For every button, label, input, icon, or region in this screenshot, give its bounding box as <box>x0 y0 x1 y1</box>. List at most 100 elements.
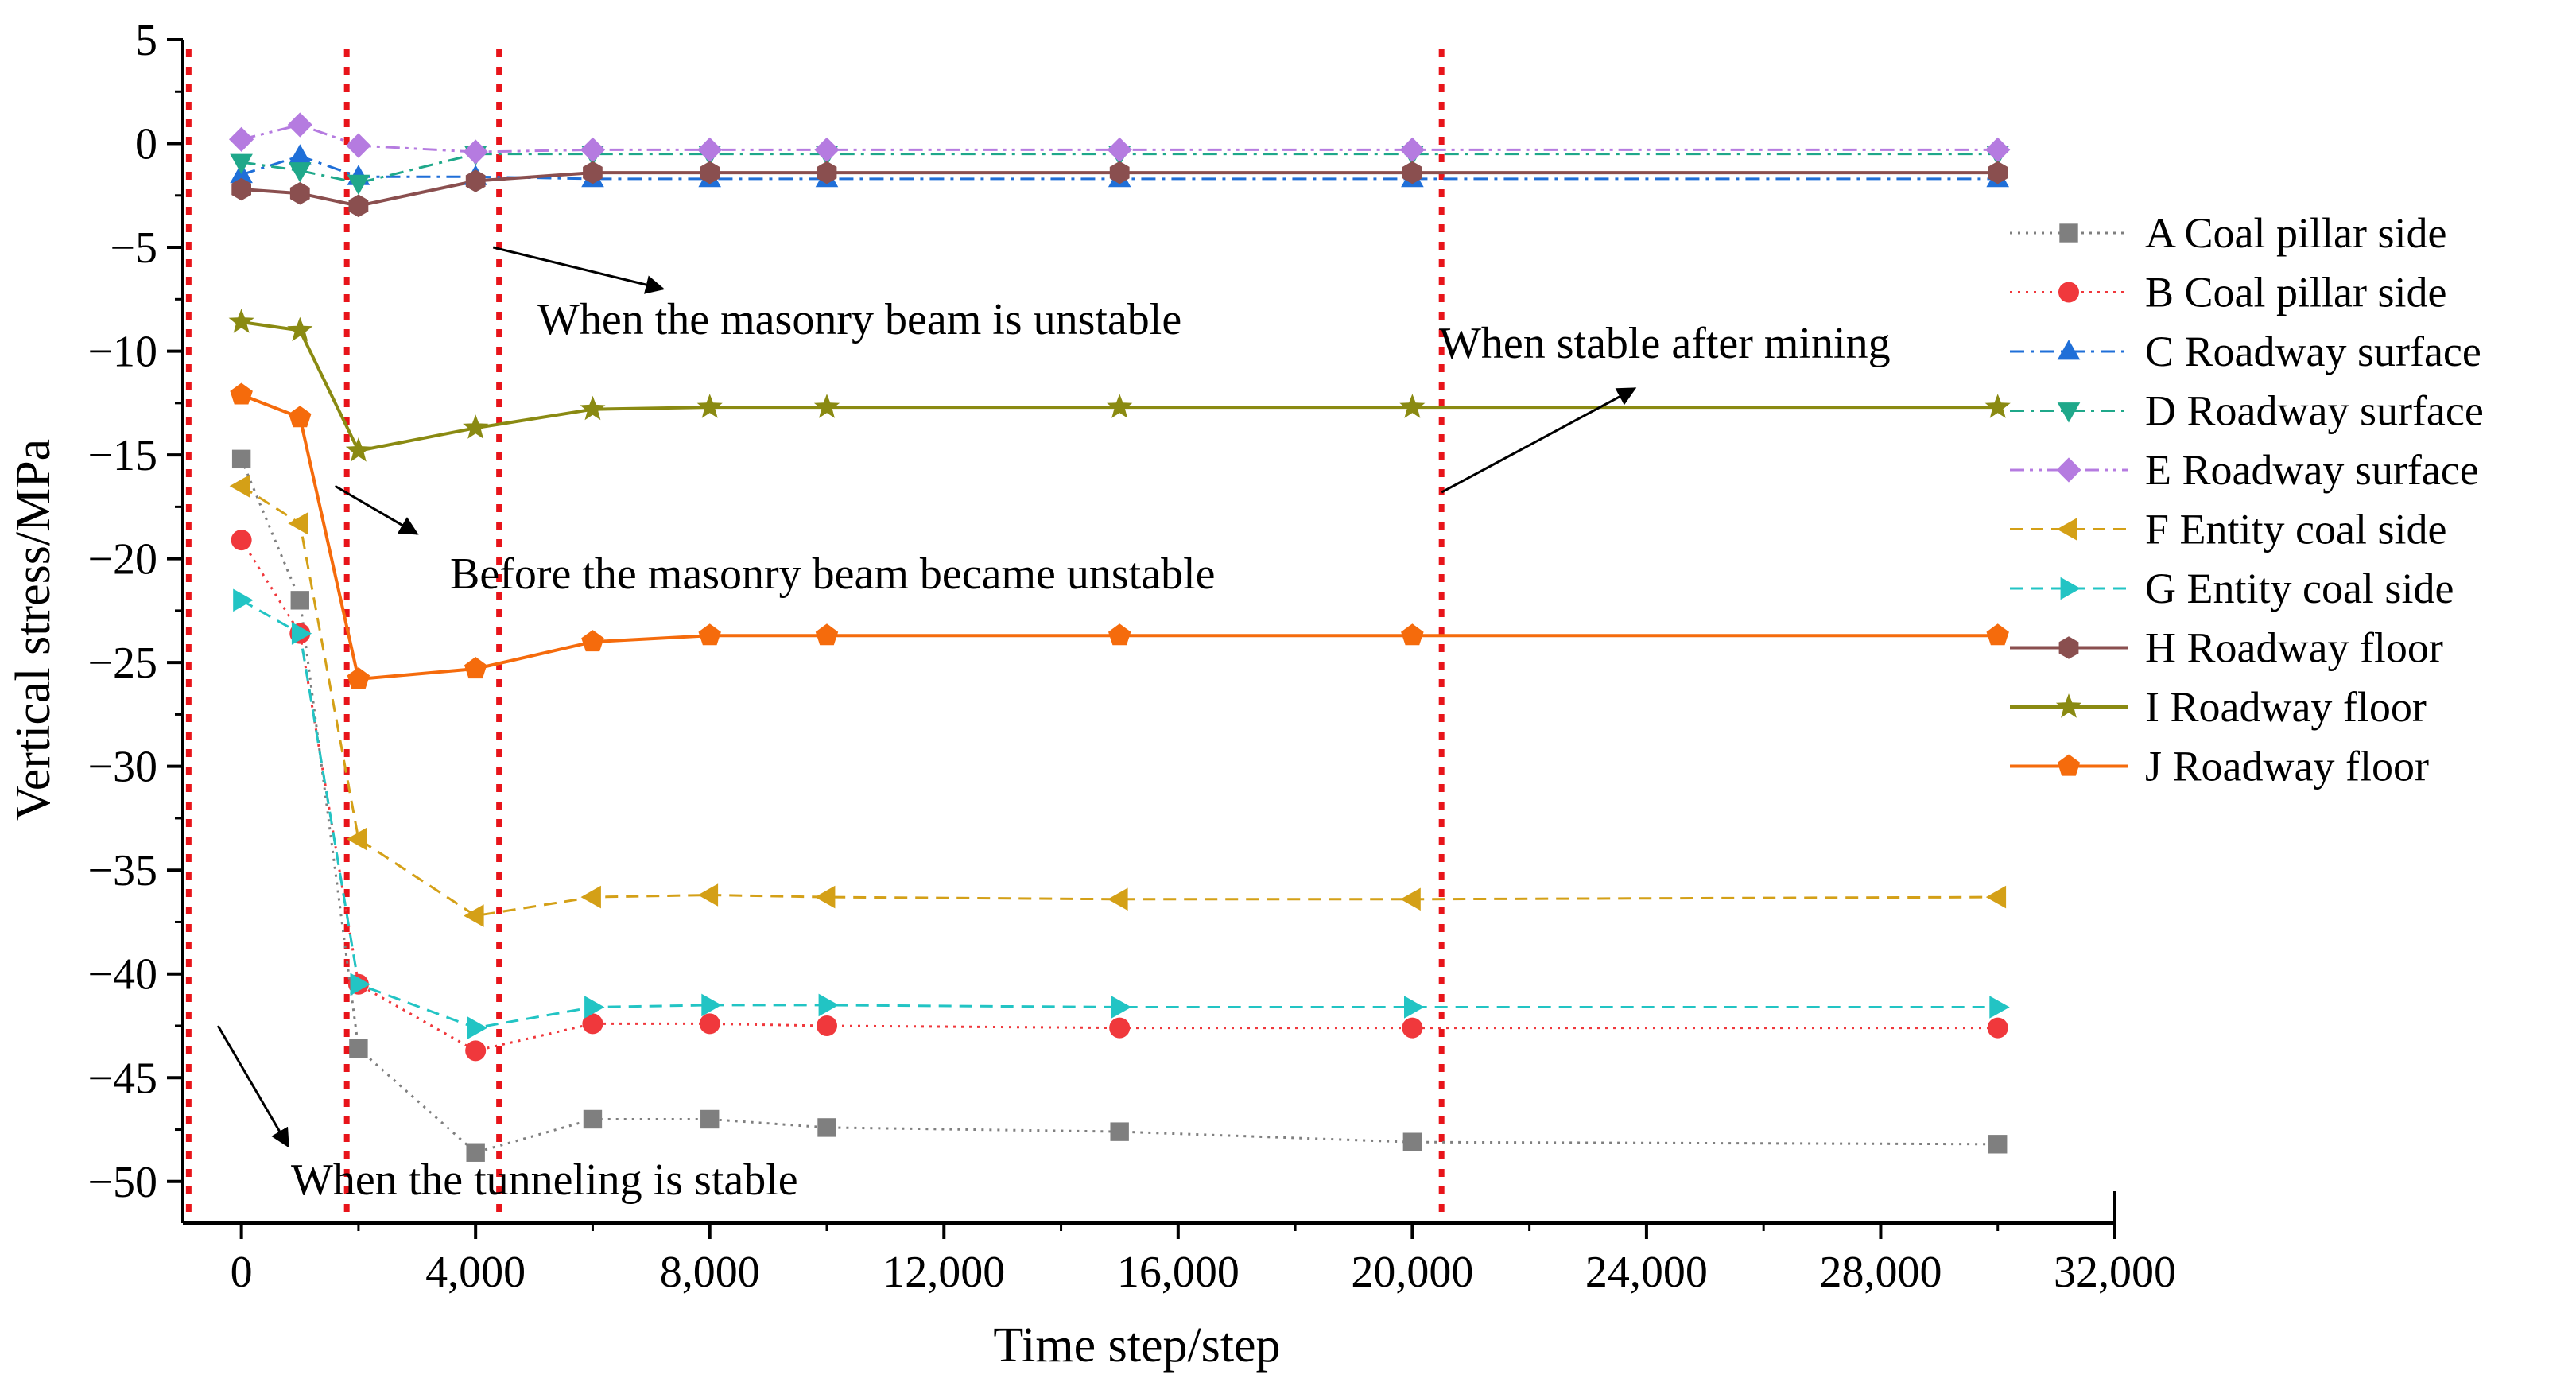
data-point-c-roadway-surface <box>289 144 312 165</box>
data-point-a-coal-pillar-side <box>1402 1132 1422 1151</box>
data-point-g-entity-coal-side <box>350 973 370 996</box>
annotation-before-the-masonry-beam-became-unstable: Before the masonry beam became unstable <box>450 549 1216 599</box>
data-point-b-coal-pillar-side <box>699 1013 720 1035</box>
data-point-g-entity-coal-side <box>1111 996 1132 1019</box>
legend-label-c-roadway-surface: C Roadway surface <box>2145 328 2481 375</box>
data-point-g-entity-coal-side <box>233 588 254 612</box>
data-point-e-roadway-surface <box>1107 137 1132 162</box>
series-line-g-entity-coal-side <box>240 599 1998 1030</box>
data-point-i-roadway-floor <box>1984 394 2011 418</box>
legend-marker-g-entity-coal-side <box>2060 577 2081 600</box>
data-point-b-coal-pillar-side <box>231 530 252 551</box>
data-point-i-roadway-floor <box>1107 394 1133 418</box>
data-point-a-coal-pillar-side <box>700 1109 720 1129</box>
y-tick-label: −10 <box>87 328 157 377</box>
data-point-b-coal-pillar-side <box>582 1013 603 1035</box>
data-point-a-coal-pillar-side <box>583 1109 603 1129</box>
legend-marker-f-entity-coal-side <box>2057 518 2077 541</box>
data-point-f-entity-coal-side <box>580 885 601 909</box>
data-point-a-coal-pillar-side <box>817 1118 836 1137</box>
series-markers <box>228 112 2011 1162</box>
y-tick-label: −40 <box>87 950 157 1000</box>
legend-label-a-coal-pillar-side: A Coal pillar side <box>2145 209 2446 257</box>
data-point-f-entity-coal-side <box>288 512 308 535</box>
data-point-e-roadway-surface <box>697 137 723 162</box>
y-tick-label: 0 <box>135 120 157 169</box>
data-point-d-roadway-surface <box>230 153 253 174</box>
y-tick-label: −25 <box>87 639 157 688</box>
data-point-e-roadway-surface <box>1399 137 1425 162</box>
data-point-h-roadway-floor <box>583 161 603 184</box>
data-point-i-roadway-floor <box>696 394 723 418</box>
x-tick-label: 20,000 <box>1351 1248 1473 1297</box>
data-point-f-entity-coal-side <box>697 883 719 907</box>
legend-marker-c-roadway-surface <box>2057 340 2081 360</box>
legend-label-i-roadway-floor: I Roadway floor <box>2145 683 2427 731</box>
annotation-when-the-masonry-beam-is-unstable: When the masonry beam is unstable <box>537 295 1181 344</box>
y-tick-label: 5 <box>135 16 157 65</box>
data-point-j-roadway-floor <box>698 623 721 646</box>
data-point-j-roadway-floor <box>581 630 604 652</box>
data-point-g-entity-coal-side <box>1404 996 1425 1019</box>
data-point-i-roadway-floor <box>813 394 840 418</box>
data-point-g-entity-coal-side <box>584 996 605 1019</box>
legend-marker-d-roadway-surface <box>2057 402 2081 423</box>
data-point-j-roadway-floor <box>815 623 839 646</box>
data-point-a-coal-pillar-side <box>290 591 309 610</box>
data-point-b-coal-pillar-side <box>1987 1017 2008 1039</box>
legend-label-f-entity-coal-side: F Entity coal side <box>2145 506 2446 553</box>
y-tick-label: −35 <box>87 846 157 895</box>
data-point-b-coal-pillar-side <box>1109 1017 1131 1039</box>
legend-marker-h-roadway-floor <box>2058 636 2079 659</box>
legend-label-h-roadway-floor: H Roadway floor <box>2145 624 2443 672</box>
data-point-b-coal-pillar-side <box>817 1015 837 1036</box>
data-point-f-entity-coal-side <box>464 904 484 927</box>
legend-marker-a-coal-pillar-side <box>2059 223 2078 243</box>
series-line-b-coal-pillar-side <box>240 539 1998 1052</box>
data-point-i-roadway-floor <box>1399 394 1426 418</box>
x-tick-label: 16,000 <box>1117 1248 1240 1297</box>
data-point-e-roadway-surface <box>814 137 840 162</box>
x-tick-label: 4,000 <box>425 1248 526 1297</box>
data-point-f-entity-coal-side <box>229 475 250 498</box>
y-tick-label: −15 <box>87 431 157 480</box>
legend-marker-j-roadway-floor <box>2057 754 2081 776</box>
legend: A Coal pillar side B Coal pillar side C Ro… <box>2010 209 2484 790</box>
y-tick-label: −20 <box>87 535 157 584</box>
series-lines <box>240 123 1998 1154</box>
data-point-h-roadway-floor <box>700 161 720 184</box>
series-line-d-roadway-surface <box>241 153 1998 184</box>
axes: 5 0 −5 −10 −15 −20 −25 −30 −35 −40 −45 −50 0 4,000 8,0… <box>87 16 2176 1297</box>
data-point-e-roadway-surface <box>346 133 371 158</box>
legend-marker-b-coal-pillar-side <box>2058 282 2079 303</box>
annotation-before-the-masonry-beam-became-unstable-arrow <box>334 484 419 535</box>
data-point-h-roadway-floor <box>1402 161 1422 184</box>
data-point-b-coal-pillar-side <box>465 1040 487 1062</box>
data-point-f-entity-coal-side <box>1985 885 2007 909</box>
data-point-h-roadway-floor <box>1988 161 2008 184</box>
data-point-e-roadway-surface <box>463 139 488 165</box>
data-point-e-roadway-surface <box>287 112 312 138</box>
series-line-h-roadway-floor <box>241 171 1998 208</box>
annotation-when-stable-after-mining: When stable after mining <box>1439 319 1891 368</box>
data-point-e-roadway-surface <box>1985 137 2011 162</box>
annotation-when-the-tunneling-is-stable: When the tunneling is stable <box>291 1155 798 1205</box>
data-point-g-entity-coal-side <box>1989 996 2010 1019</box>
data-point-i-roadway-floor <box>463 414 489 439</box>
y-tick-label: −5 <box>110 223 157 273</box>
data-point-e-roadway-surface <box>580 137 606 162</box>
data-point-f-entity-coal-side <box>347 827 367 851</box>
series-line-e-roadway-surface <box>241 123 1998 153</box>
data-point-i-roadway-floor <box>580 395 606 421</box>
data-point-h-roadway-floor <box>1109 161 1130 184</box>
y-tick-label: −45 <box>87 1054 157 1103</box>
series-line-j-roadway-floor <box>240 393 1998 681</box>
data-point-a-coal-pillar-side <box>349 1039 368 1058</box>
legend-marker-i-roadway-floor <box>2055 693 2082 718</box>
series-line-c-roadway-surface <box>241 154 1998 181</box>
y-tick-label: −50 <box>87 1158 157 1207</box>
data-point-e-roadway-surface <box>229 126 254 152</box>
x-tick-label: 32,000 <box>2054 1248 2176 1297</box>
